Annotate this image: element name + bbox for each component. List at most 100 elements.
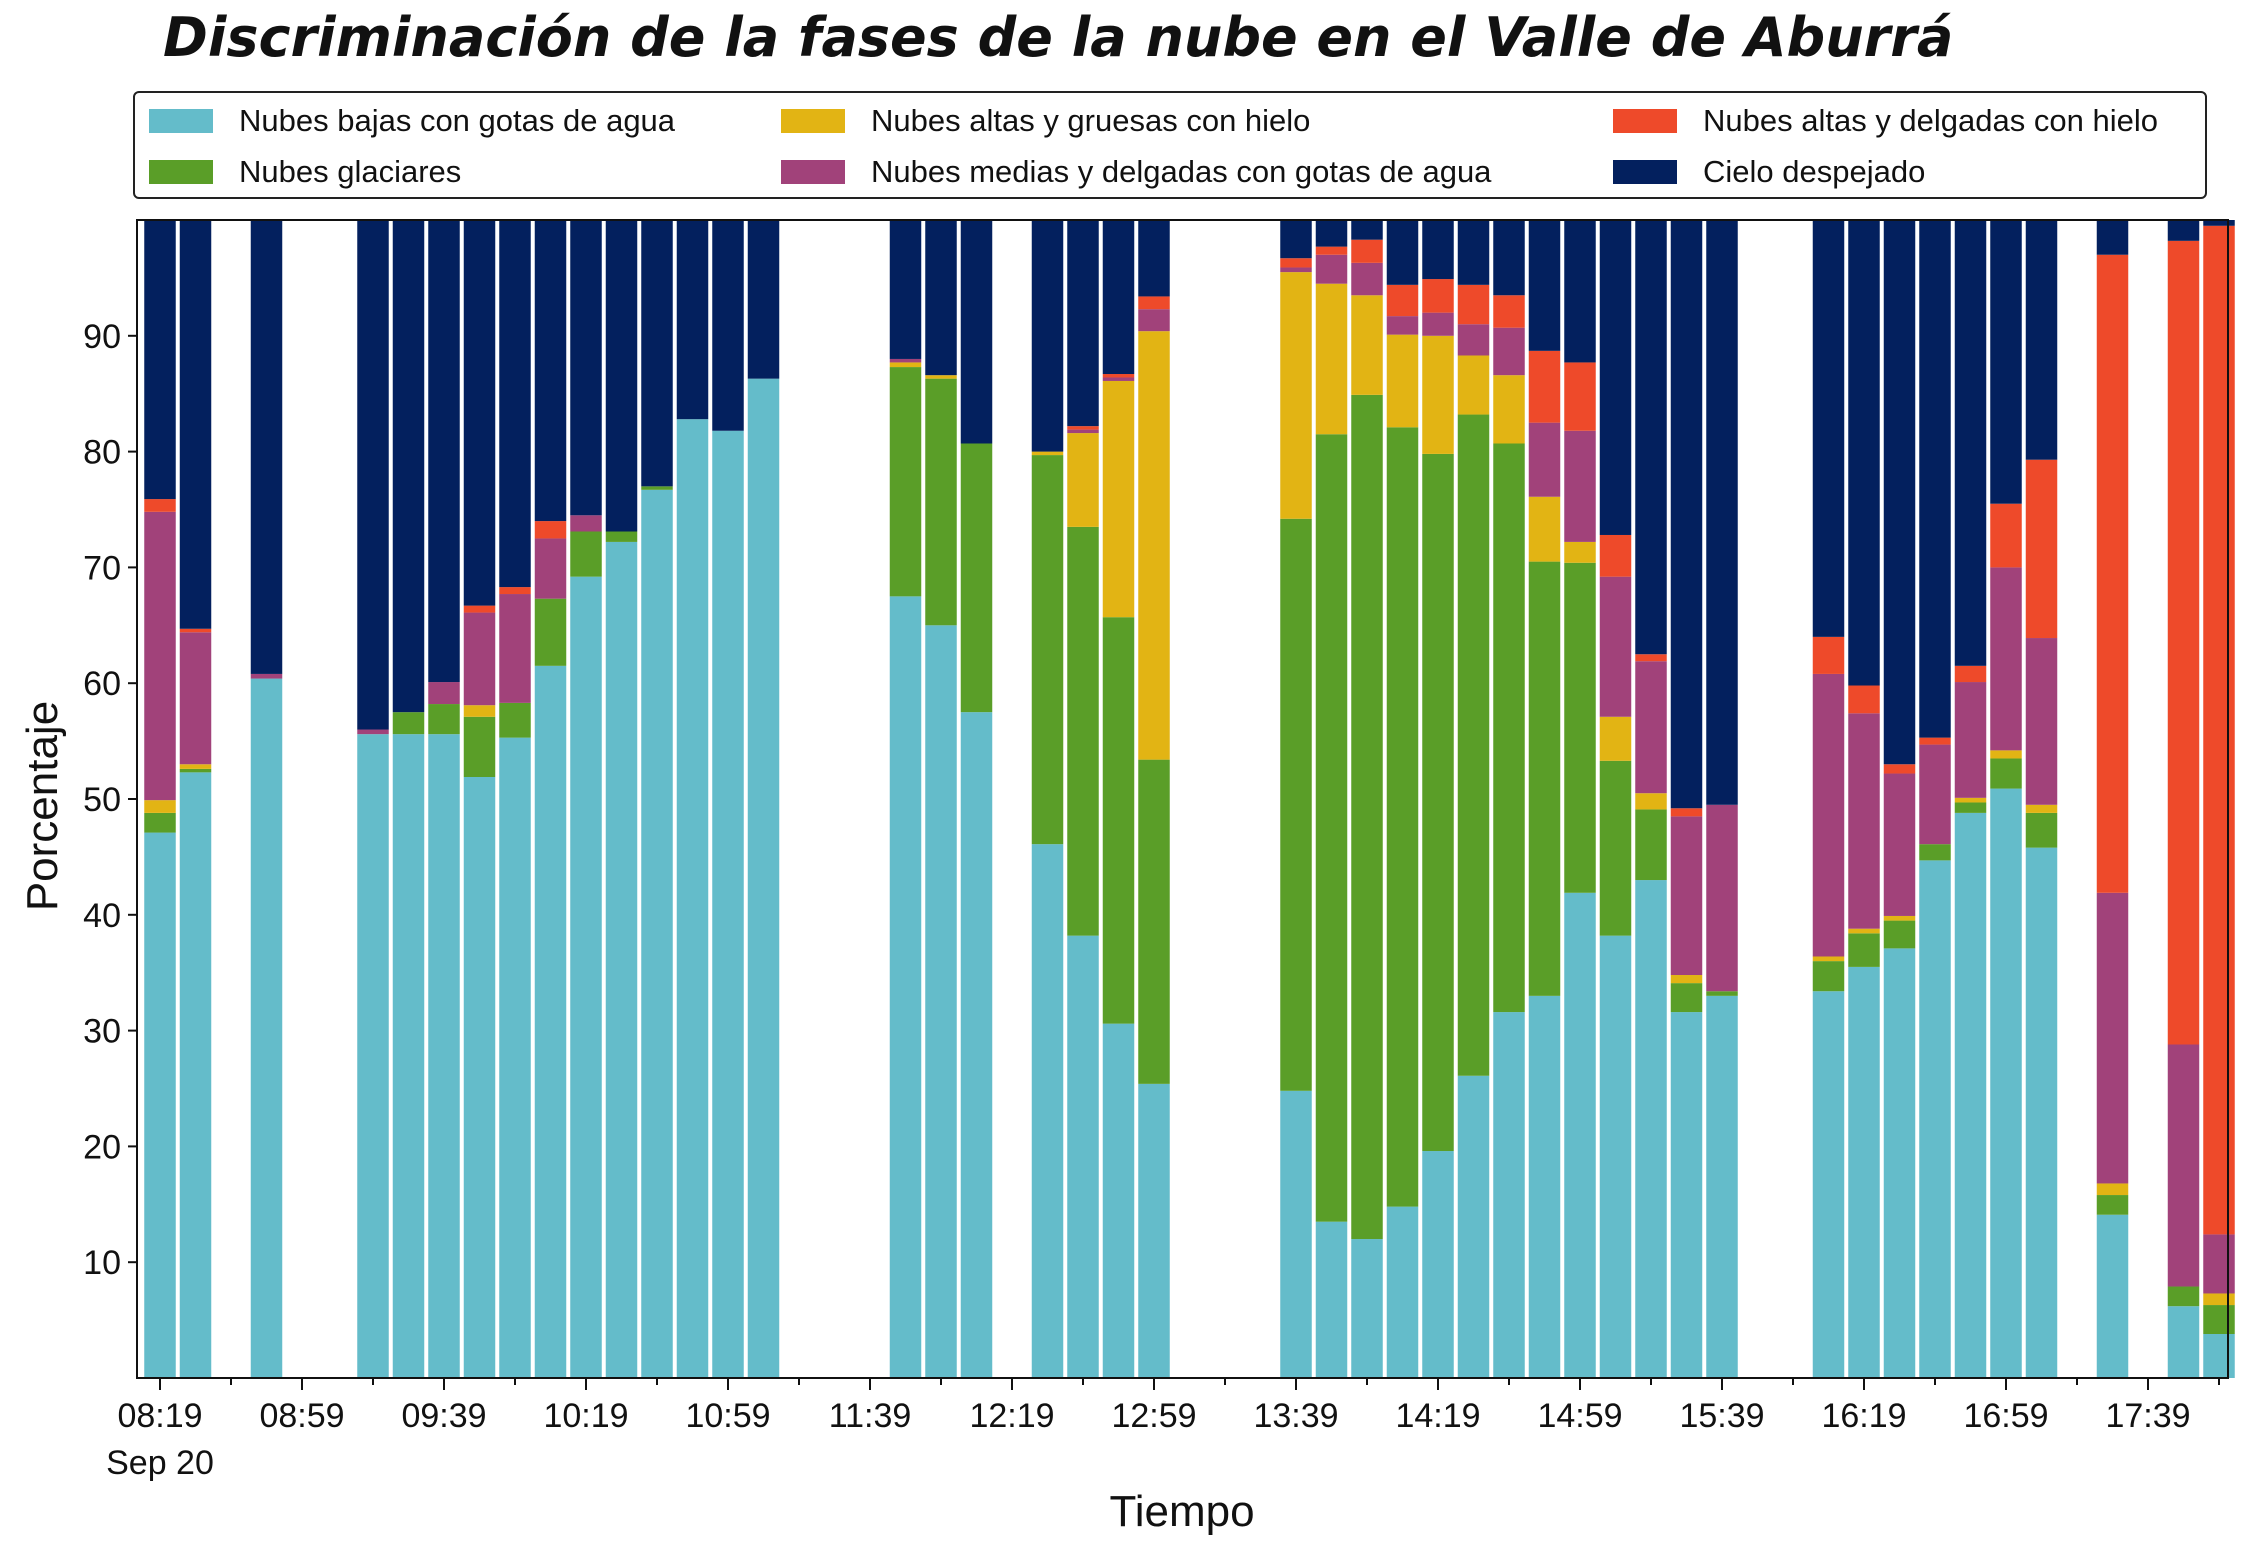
bar-segment (1883, 948, 1916, 1378)
bar-segment (676, 220, 709, 420)
bar-segment (144, 812, 176, 833)
bar-segment (1067, 220, 1099, 427)
bar-segment (1848, 933, 1880, 967)
bar-segment (144, 499, 176, 512)
bar-segment (499, 220, 531, 588)
bar-segment (1102, 220, 1135, 375)
bar-segment (499, 737, 531, 1378)
bar-segment (2096, 892, 2129, 1184)
y-tick-label: 70 (83, 549, 121, 587)
bar-segment (1848, 928, 1880, 934)
x-tick-sublabel: Sep 20 (106, 1444, 214, 1482)
bar-segment (250, 220, 283, 674)
bar-segment (1315, 434, 1348, 1222)
legend-swatch (149, 109, 213, 133)
bar-segment (1848, 966, 1880, 1378)
bar-segment (1883, 915, 1916, 921)
y-tick-label: 20 (83, 1128, 121, 1166)
bar-segment (1670, 1012, 1703, 1378)
bar-segment (1635, 654, 1667, 662)
bar-segment (2167, 220, 2200, 241)
axes-layer: 10 20 30 40 50 60 70 80 90 08:19 Sep 20 08:59 09:39 1… (83, 219, 2229, 1482)
legend-swatch (1613, 109, 1677, 133)
bar-segment (534, 521, 567, 539)
bar-segment (1848, 220, 1880, 686)
bar-segment (2096, 1195, 2129, 1215)
bar-segment (499, 594, 531, 703)
bar-segment (1670, 808, 1703, 817)
x-tick-label: 09:39 (401, 1397, 486, 1435)
bar-segment (2025, 638, 2058, 805)
bar-segment (1493, 443, 1525, 1013)
bar-segment (1990, 503, 2022, 568)
bar-segment (889, 362, 922, 368)
x-tick-label: 14:19 (1395, 1397, 1480, 1435)
bar-segment (1067, 429, 1099, 434)
legend-label: Nubes altas y delgadas con hielo (1703, 103, 2158, 138)
bar-segment (1990, 758, 2022, 789)
x-tick-label: 16:19 (1821, 1397, 1906, 1435)
legend-label: Nubes bajas con gotas de agua (239, 103, 676, 138)
bar-segment (1706, 995, 1738, 1378)
bar-segment (357, 734, 389, 1378)
bar-segment (1493, 375, 1525, 444)
bar-segment (1422, 1151, 1454, 1378)
chart-title: Discriminación de la fases de la nube en… (163, 6, 1954, 69)
bar-segment (1280, 220, 1312, 259)
bar-segment (1919, 860, 1951, 1378)
bar-segment (463, 612, 496, 706)
legend-label: Nubes medias y delgadas con gotas de agu… (871, 154, 1492, 189)
bar-segment (1031, 844, 1064, 1378)
bar-segment (2025, 220, 2058, 460)
bar-segment (463, 220, 496, 606)
bar-segment (1351, 1239, 1383, 1378)
bar-segment (1528, 350, 1561, 423)
bar-segment (2096, 1214, 2129, 1378)
bar-segment (1422, 335, 1454, 454)
bar-segment (179, 220, 212, 629)
bar-segment (1564, 562, 1596, 893)
bar-segment (1031, 451, 1064, 456)
y-tick-label: 50 (83, 781, 121, 819)
y-tick-label: 60 (83, 665, 121, 703)
bar-segment (1706, 804, 1738, 992)
bar-segment (641, 220, 673, 487)
bar-segment (463, 605, 496, 613)
bar-segment (1883, 220, 1916, 765)
bar-segment (179, 632, 212, 765)
bar-segment (1954, 812, 1987, 1378)
bar-segment (1564, 430, 1596, 542)
bar-segment (1315, 254, 1348, 284)
bar-segment (357, 220, 389, 730)
x-tick-label: 08:59 (259, 1397, 344, 1435)
bar-segment (889, 220, 922, 359)
bar-segment (1599, 760, 1632, 936)
bar-segment (1599, 534, 1632, 577)
bar-segment (1883, 920, 1916, 949)
bar-segment (2203, 1305, 2235, 1334)
bar-segment (179, 628, 212, 633)
bar-segment (1528, 422, 1561, 497)
bar-segment (960, 712, 993, 1378)
bar-segment (1351, 262, 1383, 296)
bar-segment (1280, 518, 1312, 1091)
bar-segment (1457, 324, 1490, 356)
bar-segment (463, 705, 496, 717)
bar-segment (1954, 797, 1987, 803)
bar-segment (428, 734, 460, 1378)
bar-segment (250, 678, 283, 1378)
bar-segment (392, 734, 425, 1378)
bar-segment (1883, 764, 1916, 774)
bar-segment (2167, 1286, 2200, 1307)
bar-segment (747, 220, 780, 379)
bar-segment (428, 704, 460, 735)
bar-segment (570, 531, 602, 577)
bar-segment (1883, 773, 1916, 916)
bar-segment (605, 531, 638, 542)
bar-segment (1812, 991, 1845, 1378)
bar-segment (1386, 427, 1419, 1207)
bar-segment (1493, 327, 1525, 376)
x-tick-label: 08:19 (117, 1397, 202, 1435)
y-tick-label: 30 (83, 1013, 121, 1051)
bar-segment (392, 220, 425, 713)
